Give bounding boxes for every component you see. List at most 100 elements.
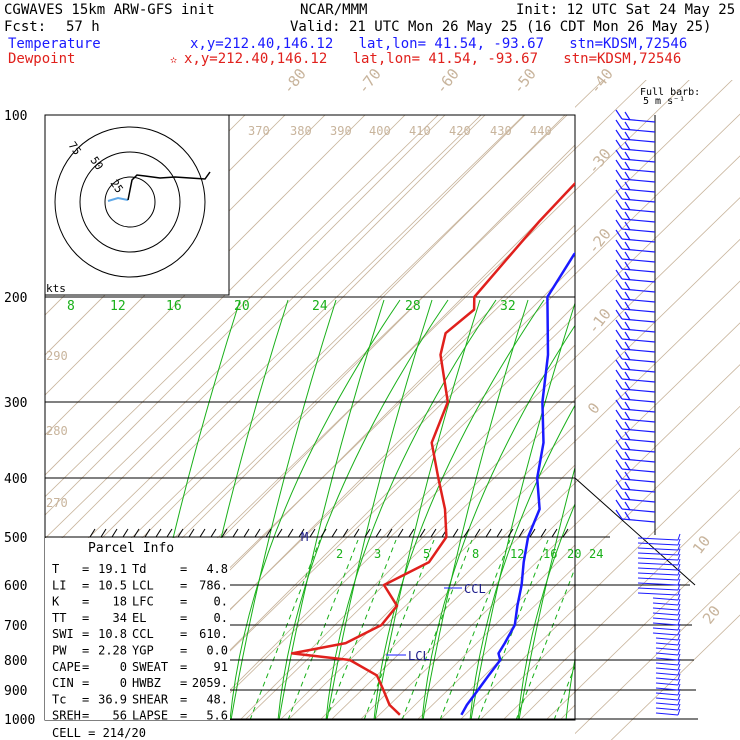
barb-shaft [637, 552, 679, 556]
barb-flag [624, 331, 631, 341]
barb-flag [677, 633, 681, 641]
barb-flag [615, 169, 623, 180]
barb-shaft [652, 597, 679, 601]
isotherm-line [591, 60, 740, 740]
barb-flag [677, 673, 681, 681]
wind-barb [655, 688, 681, 696]
barb-flag [677, 708, 681, 716]
isotherm-line [330, 482, 575, 720]
hash-mark [430, 528, 437, 538]
wind-barb [615, 219, 656, 233]
hash-mark [155, 528, 162, 538]
barb-shaft [652, 607, 679, 611]
hash-mark [89, 528, 96, 538]
parcel-value: 4.8 [206, 562, 228, 576]
barb-shaft [621, 128, 656, 133]
wind-barb [615, 259, 656, 273]
barb-flag [624, 261, 631, 271]
parcel-key: SREH [52, 709, 81, 723]
wind-barb [615, 159, 656, 173]
isotherm-label: 0 [584, 399, 604, 417]
barb-flag [615, 449, 623, 460]
barb-flag [615, 389, 623, 400]
barb-flag [615, 439, 623, 450]
wind-barb [637, 538, 681, 546]
barb-shaft [621, 288, 656, 293]
forecast-hour: 57 h [66, 19, 100, 35]
wind-barb [652, 613, 681, 621]
ccl-label: CCL [464, 582, 486, 596]
parcel-key: T [52, 562, 59, 576]
hash-mark [287, 528, 294, 538]
barb-flag [624, 441, 631, 451]
theta-label: 280 [46, 424, 68, 438]
wind-barb [615, 199, 656, 213]
moist-adiabat-curve [278, 299, 385, 720]
moist-adiabat-curve [277, 299, 449, 720]
moist-adiabat-curve [229, 299, 401, 720]
theta-label: 290 [46, 349, 68, 363]
barb-flag [615, 219, 623, 230]
isotherm-line [575, 572, 740, 735]
barb-flag [677, 558, 681, 566]
hash-mark [177, 528, 184, 538]
wind-barb [637, 533, 681, 541]
barb-shaft [621, 448, 656, 453]
parcel-key: EL [132, 611, 146, 625]
isotherm-line [459, 607, 575, 720]
barb-flag [677, 628, 681, 636]
wind-barb [615, 299, 656, 313]
wind-barb [615, 329, 656, 343]
barb-shaft [652, 612, 679, 616]
wind-barb [652, 593, 681, 601]
barb-shaft [652, 632, 679, 636]
parcel-key: SHEAR [132, 692, 169, 706]
barb-shaft [655, 692, 679, 696]
barb-flag [624, 351, 631, 361]
barb-shaft [621, 278, 656, 283]
wind-barb [615, 179, 656, 193]
parcel-value: 34 [113, 611, 127, 625]
barb-flag [615, 319, 623, 330]
isotherm-label: -80 [279, 65, 310, 97]
barb-shaft [621, 428, 656, 433]
barb-shaft [621, 238, 656, 243]
barb-flag [624, 461, 631, 471]
wind-barb [652, 618, 681, 626]
wind-barb [655, 683, 681, 691]
barb-shaft [621, 508, 656, 513]
hash-mark [386, 528, 393, 538]
parcel-value: 18 [113, 595, 127, 609]
hash-mark [243, 528, 250, 538]
barb-flag [677, 678, 681, 686]
isotherm-label: -20 [584, 225, 615, 257]
hodograph-ring [54, 126, 206, 278]
barb-shaft [621, 248, 656, 253]
parcel-value: 36.9 [98, 692, 127, 706]
parcel-value: 2059. [192, 676, 228, 690]
parcel-eq: = [180, 578, 187, 592]
barb-shaft [637, 577, 679, 581]
pressure-tick-label: 600 [4, 579, 27, 594]
parcel-cell: CELL = 214/20 [52, 726, 146, 740]
dry-adiabat-line [479, 624, 575, 720]
barb-flag [615, 139, 623, 150]
barb-shaft [655, 677, 679, 681]
barb-flag [615, 119, 623, 130]
barb-flag [624, 281, 631, 291]
hash-mark [188, 528, 195, 538]
temperature-location: x,y=212.40,146.12 lat,lon= 41.54, -93.67… [190, 36, 688, 52]
theta-label: 380 [290, 124, 312, 138]
theta-label: 420 [449, 124, 471, 138]
wind-barb [615, 239, 656, 253]
barb-flag [624, 161, 631, 171]
barb-shaft [652, 622, 679, 626]
barb-flag [624, 271, 631, 281]
isotherm-line [575, 80, 690, 192]
barb-shaft [621, 498, 656, 503]
barb-flag [615, 259, 623, 270]
isotherm-label: -60 [432, 65, 463, 97]
hash-mark [551, 528, 558, 538]
dry-adiabat-line [45, 115, 366, 436]
